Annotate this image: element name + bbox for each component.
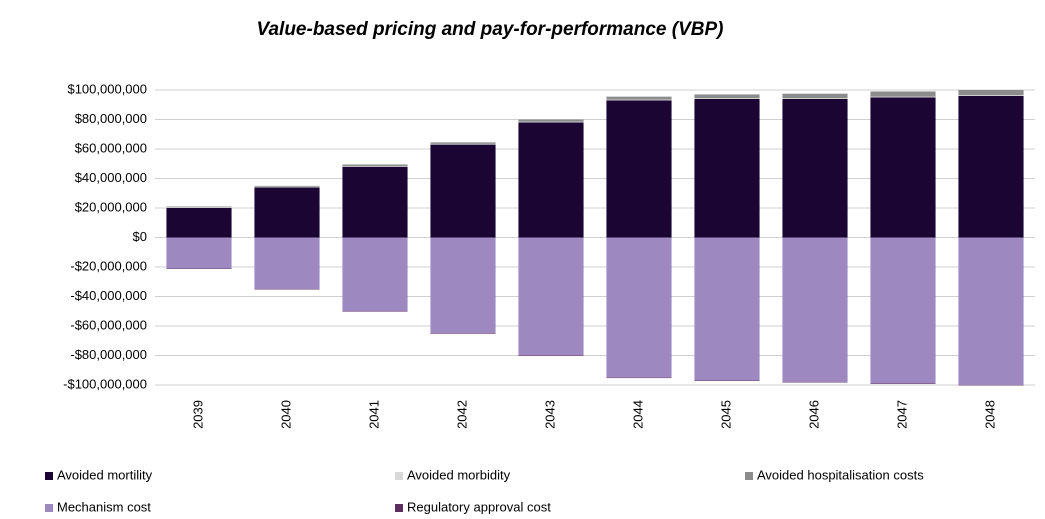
bar-segment (870, 91, 936, 97)
x-tick-label: 2040 (278, 400, 293, 429)
bar-segment (430, 237, 496, 334)
bar-segment (166, 237, 232, 269)
x-tick-label: 2044 (630, 400, 645, 429)
bar-segment (694, 98, 760, 99)
bar-segment (342, 166, 408, 238)
bar-segment (518, 237, 584, 356)
x-tick-label: 2039 (190, 400, 205, 429)
bar-segment (958, 95, 1024, 96)
bar-segment (342, 165, 408, 167)
x-tick-label: 2048 (982, 400, 997, 429)
bar-segment (782, 237, 848, 383)
y-tick-label: $60,000,000 (75, 140, 147, 155)
legend-swatch (45, 504, 53, 512)
y-tick-label: -$100,000,000 (63, 376, 147, 391)
legend-label: Avoided mortility (57, 467, 153, 482)
bar-segment (958, 237, 1024, 385)
bar-segment (958, 90, 1024, 96)
bar-segment (606, 99, 672, 101)
bar-segment (870, 97, 936, 238)
x-tick-label: 2041 (366, 400, 381, 429)
x-tick-label: 2043 (542, 400, 557, 429)
x-tick-label: 2047 (894, 400, 909, 429)
y-tick-label: -$40,000,000 (70, 288, 147, 303)
y-tick-label: $0 (133, 229, 147, 244)
bar-segment (430, 144, 496, 238)
bar-segment (694, 94, 760, 99)
bar-segment (254, 237, 320, 290)
bar-segment (782, 93, 848, 99)
bar-segment (430, 143, 496, 145)
y-tick-label: $40,000,000 (75, 170, 147, 185)
bar-segment (254, 187, 320, 238)
bar-segment (694, 237, 760, 381)
bar-segment (782, 98, 848, 238)
legend-swatch (395, 472, 403, 480)
legend-label: Regulatory approval cost (407, 499, 551, 514)
bar-segment (342, 237, 408, 312)
bar-segment (694, 98, 760, 238)
bar-segment (870, 237, 936, 384)
bar-segment (254, 186, 320, 188)
bar-segment (606, 100, 672, 238)
x-tick-label: 2045 (718, 400, 733, 429)
y-tick-label: -$80,000,000 (70, 347, 147, 362)
bar-segment (870, 96, 936, 98)
legend-label: Avoided hospitalisation costs (757, 467, 924, 482)
chart-title: Value-based pricing and pay-for-performa… (257, 19, 724, 40)
y-tick-label: -$60,000,000 (70, 317, 147, 332)
legend-swatch (45, 472, 53, 480)
bar-segment (518, 121, 584, 123)
bar-segment (342, 164, 408, 166)
legend-swatch (395, 504, 403, 512)
bar-segment (430, 142, 496, 144)
y-tick-label: $100,000,000 (67, 81, 147, 96)
y-tick-label: -$20,000,000 (70, 258, 147, 273)
bar-segment (606, 96, 672, 100)
bar-segment (166, 208, 232, 238)
bar-segment (166, 207, 232, 208)
x-tick-label: 2042 (454, 400, 469, 429)
bar-segment (606, 237, 672, 378)
bar-segment (518, 119, 584, 122)
legend-swatch (745, 472, 753, 480)
bar-segment (518, 122, 584, 238)
y-tick-label: $80,000,000 (75, 111, 147, 126)
bar-segment (166, 206, 232, 208)
bar-segment (254, 185, 320, 187)
y-tick-label: $20,000,000 (75, 199, 147, 214)
bar-segment (958, 95, 1024, 238)
legend-label: Avoided morbidity (407, 467, 511, 482)
bar-segment (782, 98, 848, 99)
x-tick-label: 2046 (806, 400, 821, 429)
legend-label: Mechanism cost (57, 499, 151, 514)
